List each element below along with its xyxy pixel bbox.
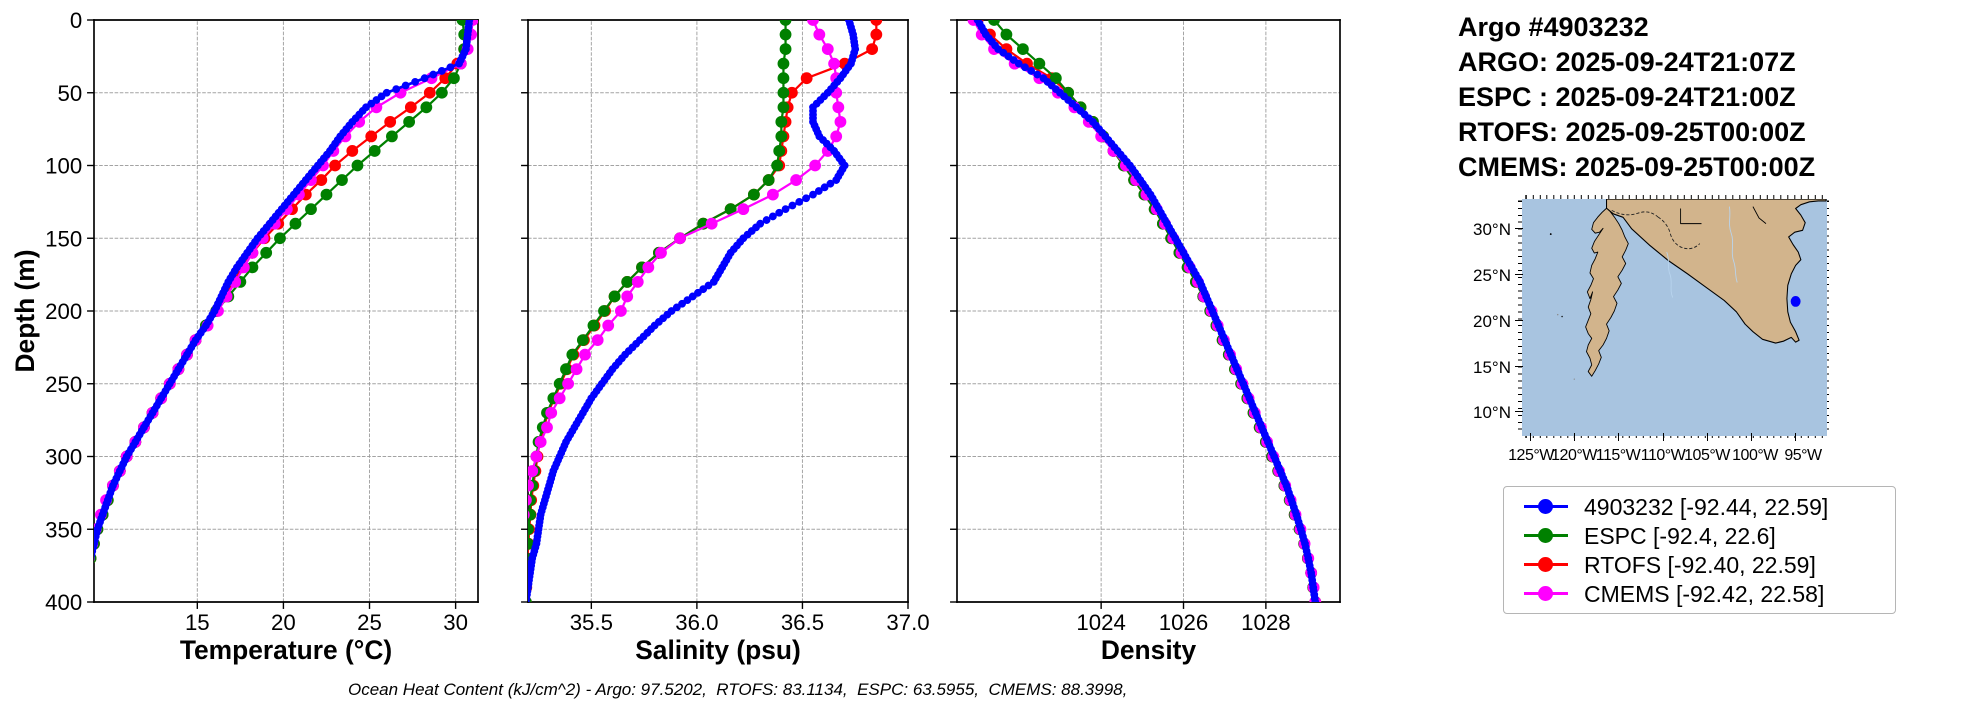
svg-text:1026: 1026 xyxy=(1159,610,1208,635)
svg-text:36.5: 36.5 xyxy=(781,610,824,635)
svg-text:20: 20 xyxy=(271,610,296,635)
svg-text:50: 50 xyxy=(57,81,82,106)
svg-text:30: 30 xyxy=(443,610,468,635)
svg-text:Temperature (°C): Temperature (°C) xyxy=(180,635,392,665)
svg-text:1024: 1024 xyxy=(1076,610,1125,635)
svg-text:37.0: 37.0 xyxy=(886,610,929,635)
svg-text:400: 400 xyxy=(45,590,82,615)
svg-text:Depth (m): Depth (m) xyxy=(10,249,40,372)
svg-text:350: 350 xyxy=(45,517,82,542)
svg-text:100: 100 xyxy=(45,154,82,179)
svg-text:Density: Density xyxy=(1101,635,1197,665)
svg-text:0: 0 xyxy=(70,8,82,33)
svg-text:Salinity (psu): Salinity (psu) xyxy=(635,635,801,665)
svg-text:200: 200 xyxy=(45,299,82,324)
svg-text:36.0: 36.0 xyxy=(675,610,718,635)
svg-text:35.5: 35.5 xyxy=(570,610,613,635)
svg-text:300: 300 xyxy=(45,445,82,470)
svg-text:15: 15 xyxy=(185,610,210,635)
svg-text:150: 150 xyxy=(45,226,82,251)
svg-text:25: 25 xyxy=(357,610,382,635)
svg-text:1028: 1028 xyxy=(1241,610,1290,635)
svg-text:250: 250 xyxy=(45,372,82,397)
